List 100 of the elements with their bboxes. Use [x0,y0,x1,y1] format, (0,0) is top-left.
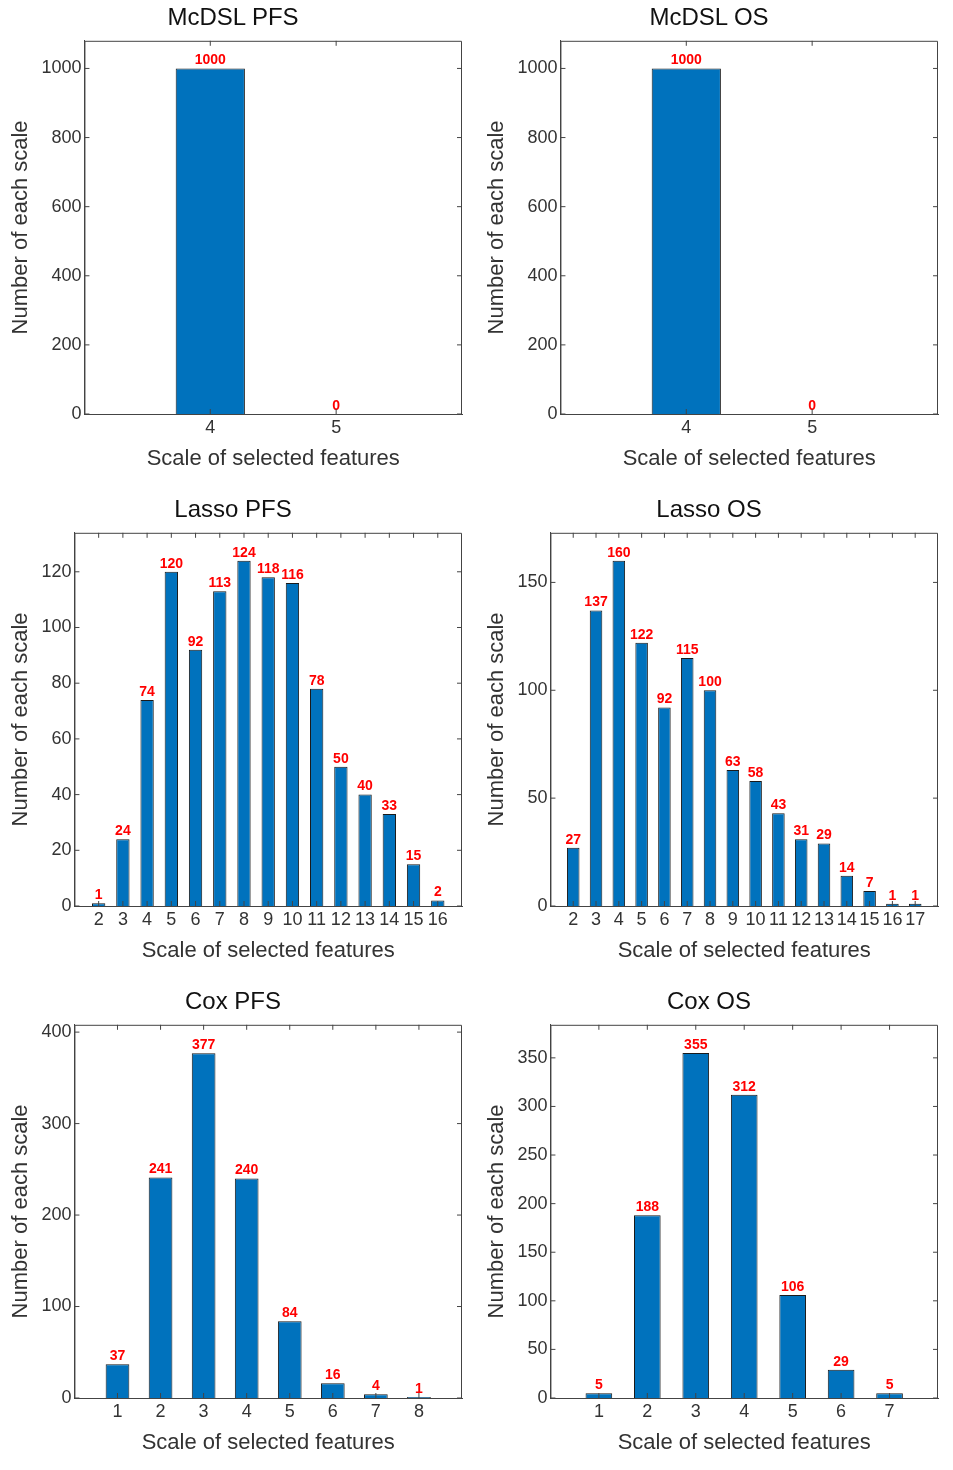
data-label: 37 [109,1347,126,1364]
x-tick-label: 4 [142,908,153,929]
data-label: 377 [191,1036,216,1053]
chart-title: McDSL PFS [167,3,299,31]
x-tick-label: 17 [905,908,926,929]
y-tick-label: 100 [517,679,548,700]
data-label: 1 [94,886,103,903]
x-tick-label: 4 [241,1400,252,1421]
data-label: 160 [607,543,631,560]
data-label: 31 [793,821,810,838]
x-tick-label: 4 [613,908,624,929]
y-tick-label: 350 [517,1046,548,1067]
data-label: 1000 [670,51,703,68]
y-tick-label: 40 [51,783,72,804]
data-label: 241 [148,1160,173,1177]
data-label: 29 [833,1352,850,1369]
chart-title: Cox PFS [184,987,282,1015]
x-axis-title: Scale of selected features [146,444,400,470]
data-label: 2 [433,883,442,900]
y-tick-label: 80 [51,672,72,693]
x-tick-label: 15 [403,908,424,929]
data-label: 1 [415,1379,424,1396]
y-tick-label: 100 [41,1295,72,1316]
x-tick-label: 5 [636,908,647,929]
y-tick-label: 200 [527,333,558,354]
y-axis-title: Number of each scale [483,612,509,827]
data-label: 78 [308,671,325,688]
data-label: 118 [256,560,280,577]
x-axis-title: Scale of selected features [617,936,871,962]
data-label: 29 [816,826,833,843]
x-tick-label: 3 [591,908,602,929]
y-tick-label: 600 [51,195,82,216]
x-tick-label: 4 [739,1400,750,1421]
x-tick-label: 10 [745,908,766,929]
x-tick-label: 5 [284,1400,295,1421]
data-label: 124 [232,543,256,560]
x-tick-label: 1 [593,1400,604,1421]
data-label: 27 [565,830,582,847]
x-tick-label: 6 [327,1400,338,1421]
chart-title: McDSL OS [649,3,769,31]
y-tick-label: 800 [527,126,558,147]
data-label: 312 [732,1077,757,1094]
x-tick-label: 7 [214,908,225,929]
x-tick-label: 2 [155,1400,166,1421]
x-tick-label: 4 [205,416,216,437]
y-axis-title: Number of each scale [7,120,33,335]
x-tick-label: 7 [682,908,693,929]
x-tick-label: 11 [307,908,327,929]
x-tick-label: 10 [282,908,303,929]
data-label: 33 [381,796,398,813]
data-label: 43 [770,796,787,813]
x-tick-label: 8 [413,1400,424,1421]
y-tick-label: 100 [517,1289,548,1310]
data-label: 122 [629,625,654,642]
x-tick-label: 13 [813,908,835,929]
y-tick-label: 0 [537,1386,548,1407]
x-axis-title: Scale of selected features [622,444,876,470]
y-tick-label: 400 [41,1021,72,1042]
y-tick-label: 250 [517,1144,548,1164]
chart-title: Lasso OS [656,495,762,523]
y-tick-label: 150 [517,1241,548,1262]
x-tick-label: 12 [330,908,351,929]
y-tick-label: 300 [41,1112,72,1133]
data-label: 113 [208,574,232,591]
x-axis-title: Scale of selected features [141,1428,395,1454]
x-tick-label: 5 [331,416,342,437]
x-tick-label: 14 [379,908,400,929]
y-tick-label: 120 [41,560,72,581]
data-label: 1000 [194,51,227,68]
data-label: 16 [325,1366,341,1383]
x-tick-label: 5 [166,908,177,929]
y-tick-label: 1000 [41,57,82,78]
y-tick-label: 100 [41,616,72,637]
y-tick-label: 400 [51,264,82,285]
data-label: 7 [865,873,874,890]
x-tick-label: 16 [882,908,903,929]
x-tick-label: 6 [190,908,201,929]
data-label: 116 [281,565,304,582]
x-tick-label: 15 [859,908,880,929]
y-tick-label: 400 [527,264,558,285]
data-label: 14 [839,858,855,875]
y-axis-title: Number of each scale [483,1104,509,1319]
y-tick-label: 0 [71,402,82,423]
x-axis-title: Scale of selected features [141,936,395,962]
x-tick-label: 8 [705,908,716,929]
x-tick-label: 6 [836,1400,847,1421]
x-tick-label: 7 [884,1400,895,1421]
data-label: 58 [747,763,764,780]
x-tick-label: 7 [370,1400,381,1421]
data-label: 50 [333,749,349,766]
x-tick-label: 2 [93,908,104,929]
data-label: 115 [675,640,699,657]
x-tick-label: 9 [727,908,738,929]
data-label: 0 [332,396,341,413]
y-tick-label: 800 [51,126,82,147]
data-label: 106 [780,1277,805,1294]
y-axis-title: Number of each scale [7,612,33,827]
y-axis-title: Number of each scale [483,120,509,335]
y-tick-label: 0 [61,894,72,915]
x-axis-title: Scale of selected features [617,1428,871,1454]
